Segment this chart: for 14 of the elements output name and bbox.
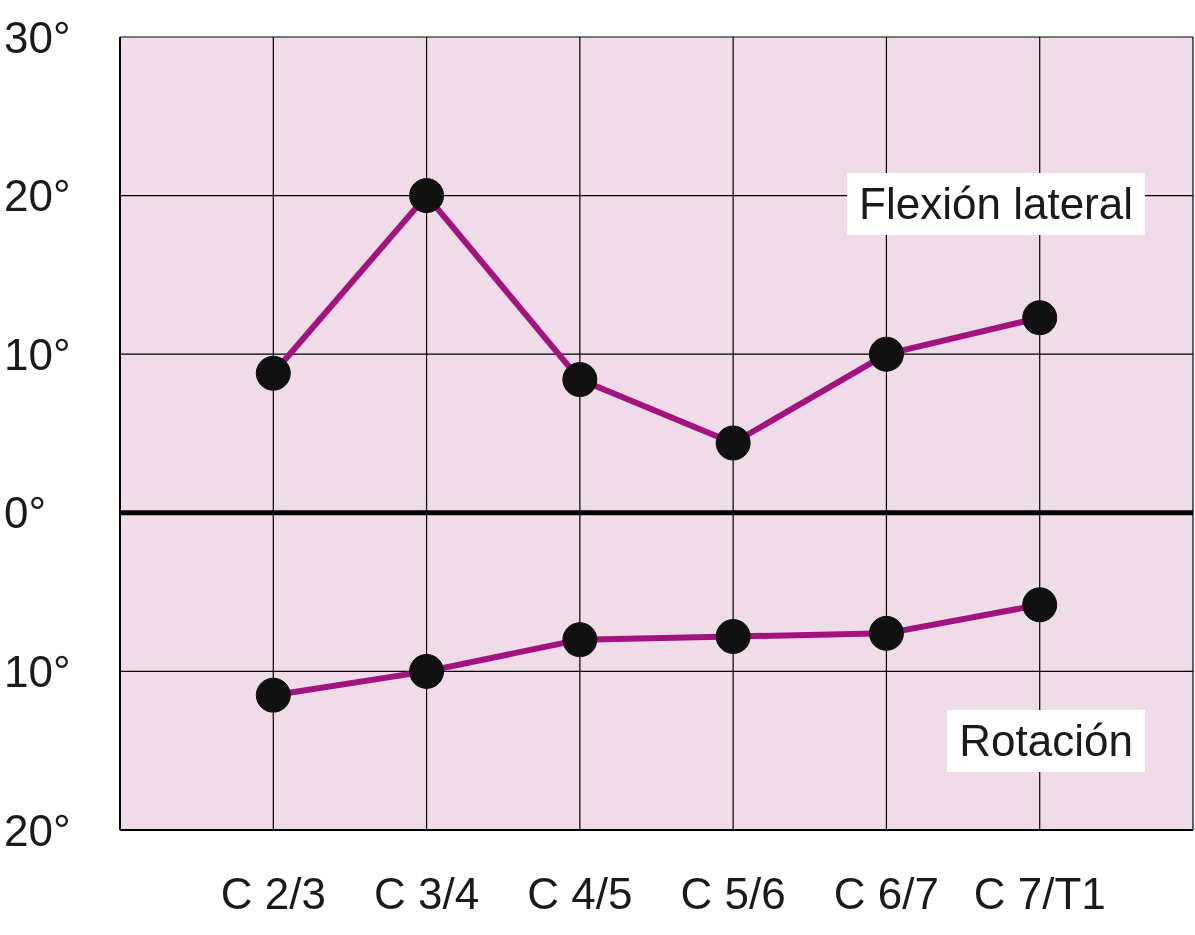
text: Flexión lateral	[847, 172, 1145, 235]
y-tick-label: 20°	[4, 805, 71, 855]
x-tick-label: C 5/6	[680, 869, 786, 919]
y-tick-label: 10°	[4, 647, 71, 697]
x-tick-label: C 6/7	[833, 869, 940, 919]
y-tick-label: 10°	[4, 329, 71, 379]
x-tick-label: C 3/4	[373, 869, 480, 919]
x-tick-label: C 7/T1	[973, 869, 1106, 919]
y-tick-label: 0°	[4, 488, 47, 538]
x-tick-label: C 4/5	[527, 869, 633, 919]
y-tick-label: 30°	[4, 12, 71, 62]
y-tick-label: 20°	[4, 171, 71, 221]
text: Rotación	[947, 710, 1145, 772]
x-tick-label: C 2/3	[220, 869, 326, 919]
